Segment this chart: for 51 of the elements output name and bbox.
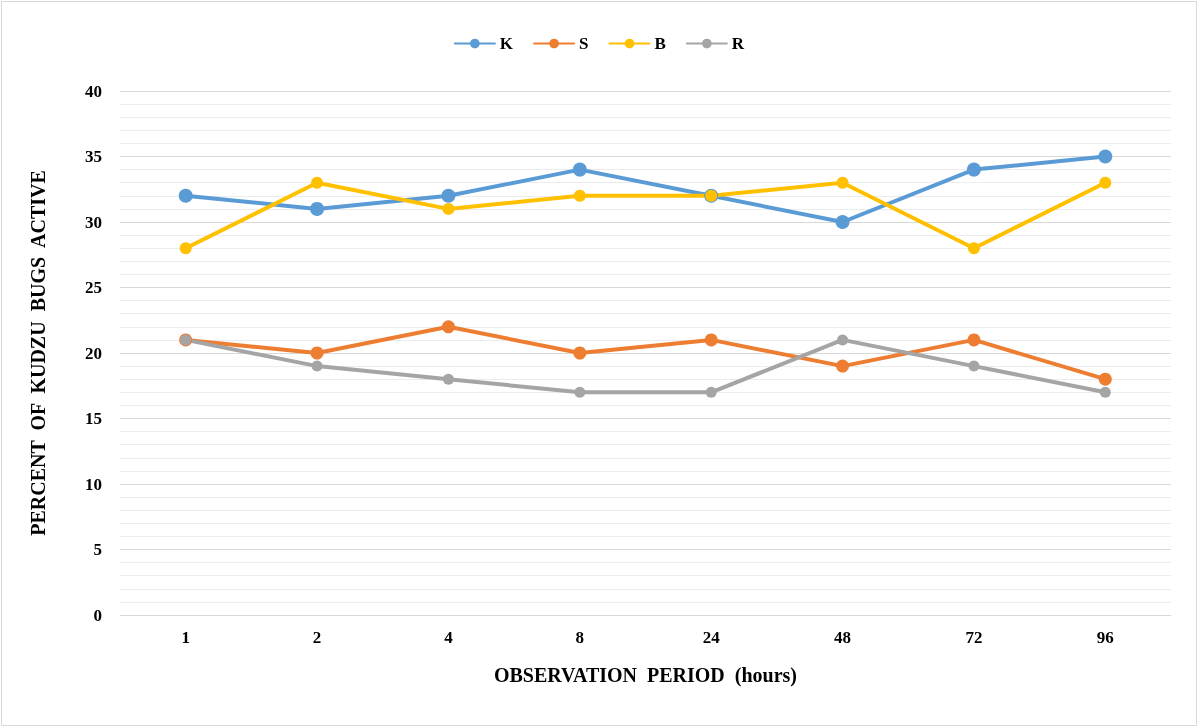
point	[1098, 149, 1113, 164]
y-axis-title: PERCENT OF KUDZU BUGS ACTIVE	[27, 170, 49, 536]
y-tick-label: 25	[85, 278, 102, 297]
x-tick-label: 4	[444, 628, 454, 647]
x-tick-label: 1	[181, 628, 190, 647]
point	[967, 242, 980, 255]
point	[836, 176, 849, 189]
point	[1098, 372, 1112, 386]
point	[572, 162, 587, 177]
point	[441, 188, 456, 203]
point	[178, 188, 193, 203]
point	[1099, 386, 1111, 398]
y-tick-label: 40	[85, 81, 102, 101]
point	[835, 215, 850, 229]
point	[573, 189, 586, 202]
y-tick-label: 0	[93, 605, 102, 625]
point	[967, 333, 981, 347]
point	[441, 320, 455, 334]
point	[311, 176, 324, 189]
point	[311, 360, 323, 372]
y-tick-label: 35	[85, 147, 102, 166]
point	[966, 162, 981, 177]
legend-label: B	[654, 34, 666, 53]
y-tick-label: 5	[93, 540, 102, 559]
legend-label: K	[499, 34, 514, 53]
legend-label: S	[579, 34, 589, 53]
x-tick-label: 2	[312, 628, 322, 647]
x-tick-label: 8	[575, 628, 585, 647]
x-tick-label: 24	[702, 628, 721, 647]
point	[310, 201, 325, 216]
point	[442, 373, 454, 385]
point	[968, 360, 980, 372]
x-tick-label: 96	[1096, 628, 1114, 647]
y-tick-label: 30	[85, 212, 102, 232]
y-tick-label: 15	[85, 409, 102, 428]
point	[179, 242, 192, 255]
y-tick-label: 20	[85, 343, 102, 363]
point	[1099, 176, 1112, 189]
y-tick-label: 10	[85, 474, 102, 494]
x-tick-label: 72	[965, 628, 983, 647]
legend-label: R	[731, 34, 745, 53]
point	[837, 334, 849, 346]
point	[310, 346, 324, 360]
x-axis-title: OBSERVATION PERIOD (hours)	[493, 664, 798, 687]
x-tick-label: 48	[834, 628, 852, 647]
point	[705, 386, 717, 398]
point	[704, 333, 718, 347]
point	[573, 346, 587, 360]
point	[442, 202, 455, 215]
point	[836, 359, 850, 373]
point	[574, 386, 586, 398]
